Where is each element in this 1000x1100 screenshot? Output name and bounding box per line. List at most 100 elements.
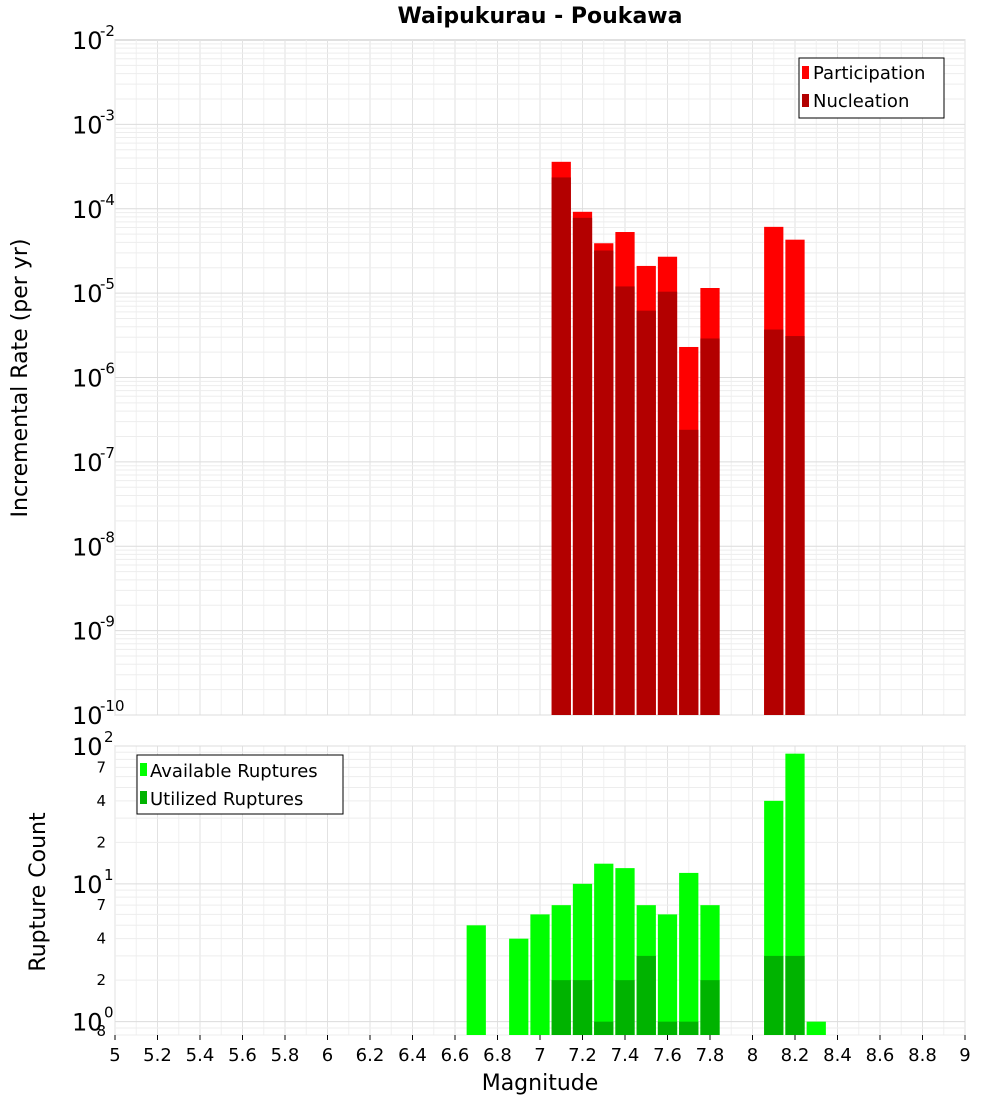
nucleation-bar — [551, 177, 571, 715]
nucleation-bar — [572, 217, 593, 715]
count-y-axis-label: Rupture Count — [26, 812, 51, 972]
count-y-minor-tick-label: 8 — [96, 1022, 106, 1040]
rate-y-tick-label: 10-4 — [72, 191, 115, 224]
rate-y-tick-base: 10 — [72, 449, 103, 477]
rate-y-tick-label: 10-10 — [72, 697, 125, 730]
nucleation-bar — [679, 429, 699, 715]
rate-y-tick-exponent: -9 — [100, 613, 115, 631]
nucleation-bar — [657, 291, 678, 715]
nucleation-bar — [594, 250, 614, 715]
available-ruptures-bar — [530, 914, 550, 1035]
available-ruptures-bar — [466, 925, 486, 1035]
rate-y-tick-base: 10 — [72, 365, 103, 393]
count-y-minor-tick-label: 4 — [96, 930, 106, 948]
count-legend: Available Ruptures Utilized Ruptures — [136, 754, 344, 815]
legend-participation-label: Participation — [813, 63, 925, 84]
legend-available-swatch — [140, 763, 147, 776]
legend-available-label: Available Ruptures — [150, 761, 318, 782]
rate-y-tick-base: 10 — [72, 111, 103, 139]
rate-y-tick-base: 10 — [72, 702, 103, 730]
rate-y-tick-label: 10-9 — [72, 613, 115, 646]
rate-y-tick-exponent: -6 — [100, 360, 115, 378]
rate-y-tick-base: 10 — [72, 27, 103, 55]
x-tick-label: 6.2 — [356, 1045, 385, 1066]
utilized-ruptures-bar — [572, 980, 593, 1035]
x-tick-label: 9 — [959, 1045, 970, 1066]
rate-y-tick-base: 10 — [72, 618, 103, 646]
legend-nucleation-swatch — [802, 94, 809, 107]
rate-y-tick-exponent: -10 — [100, 697, 125, 715]
nucleation-bar — [636, 310, 656, 715]
utilized-ruptures-bar — [700, 980, 720, 1035]
x-tick-label: 6.4 — [398, 1045, 427, 1066]
x-axis-label: Magnitude — [482, 1071, 599, 1096]
rate-y-tick-base: 10 — [72, 280, 103, 308]
x-tick-label: 8 — [747, 1045, 758, 1066]
x-tick-label: 5.2 — [143, 1045, 172, 1066]
utilized-ruptures-bar — [615, 980, 635, 1035]
available-ruptures-bar — [657, 914, 678, 1035]
utilized-ruptures-bar — [785, 955, 805, 1035]
rate-y-tick-exponent: -7 — [100, 444, 115, 462]
utilized-ruptures-bar — [636, 955, 656, 1035]
rate-grid — [114, 40, 966, 716]
rate-y-tick-label: 10-5 — [72, 275, 115, 308]
legend-participation-swatch — [802, 66, 809, 79]
count-y-tick-exponent: 0 — [104, 1004, 114, 1022]
rate-legend-box — [798, 57, 945, 119]
x-tick-label: 5 — [109, 1045, 120, 1066]
utilized-ruptures-bar — [594, 1021, 614, 1035]
utilized-ruptures-bar — [657, 1021, 678, 1035]
available-ruptures-bar — [806, 1021, 826, 1035]
x-tick-label: 7.2 — [568, 1045, 597, 1066]
x-tick-label: 6.6 — [441, 1045, 470, 1066]
utilized-ruptures-bar — [764, 955, 784, 1035]
x-tick-label: 8.4 — [823, 1045, 852, 1066]
x-tick-label: 5.6 — [228, 1045, 257, 1066]
rate-y-tick-exponent: -2 — [100, 22, 115, 40]
count-y-tick-exponent: 1 — [104, 866, 114, 884]
nucleation-bar — [700, 338, 720, 715]
count-legend-box — [136, 754, 344, 815]
rate-legend: Participation Nucleation — [798, 57, 945, 119]
count-y-tick-base: 10 — [72, 733, 103, 761]
count-y-tick-base: 10 — [72, 871, 103, 899]
count-y-minor-tick-label: 2 — [96, 833, 106, 851]
count-y-minor-tick-label: 2 — [96, 971, 106, 989]
x-tick-label: 7.8 — [696, 1045, 725, 1066]
available-ruptures-bar — [509, 938, 529, 1035]
rate-y-tick-label: 10-2 — [72, 22, 115, 55]
rate-y-tick-label: 10-7 — [72, 444, 115, 477]
count-y-tick-label: 10 2 — [72, 728, 114, 761]
count-x-ticks: 5 5.2 5.4 5.6 5.8 6 6.2 6.4 6.6 6.8 7 7.2 7.4 7.6 7.8 8… — [109, 1035, 971, 1066]
rate-y-axis-label: Incremental Rate (per yr) — [8, 239, 33, 518]
legend-utilized-swatch — [140, 791, 147, 804]
rate-y-tick-exponent: -4 — [100, 191, 115, 209]
count-y-minor-tick-label: 7 — [96, 896, 106, 914]
rate-y-tick-base: 10 — [72, 196, 103, 224]
rate-bars — [551, 161, 805, 716]
rate-y-tick-label: 10-3 — [72, 106, 115, 139]
rate-y-tick-label: 10-6 — [72, 360, 115, 393]
chart-title: Waipukurau - Poukawa — [398, 4, 683, 29]
x-tick-label: 5.8 — [271, 1045, 300, 1066]
nucleation-bar — [785, 336, 805, 715]
count-y-tick-label: 10 1 — [72, 866, 114, 899]
nucleation-bar — [615, 286, 635, 715]
legend-nucleation-label: Nucleation — [813, 91, 909, 112]
x-tick-label: 7.6 — [653, 1045, 682, 1066]
rate-y-tick-exponent: -3 — [100, 106, 115, 124]
nucleation-bar — [764, 329, 784, 715]
rate-y-tick-base: 10 — [72, 533, 103, 561]
count-y-tick-base: 10 — [72, 1009, 103, 1037]
x-tick-label: 8.8 — [908, 1045, 937, 1066]
utilized-ruptures-bar — [551, 980, 571, 1035]
rate-y-tick-exponent: -5 — [100, 275, 115, 293]
available-ruptures-bar — [679, 872, 699, 1035]
count-bars — [466, 753, 826, 1035]
utilized-ruptures-bar — [679, 1021, 699, 1035]
